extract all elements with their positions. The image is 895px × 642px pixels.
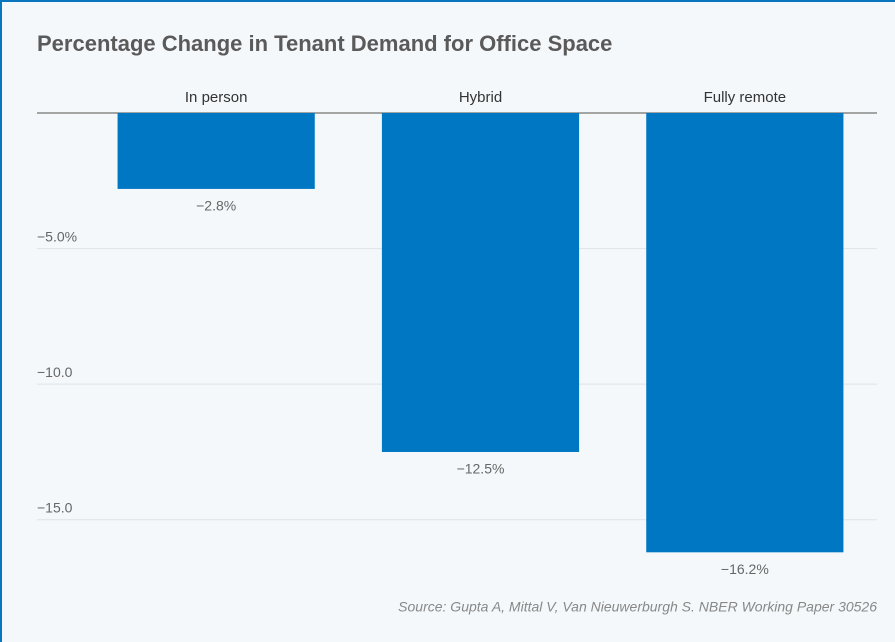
chart-title: Percentage Change in Tenant Demand for O…	[37, 31, 612, 56]
x-tick-label: Hybrid	[459, 89, 502, 106]
y-tick-label: −15.0	[37, 499, 73, 515]
bar	[381, 113, 580, 452]
x-tick-label: In person	[185, 89, 248, 106]
source-note: Source: Gupta A, Mittal V, Van Nieuwerbu…	[398, 599, 877, 615]
data-label: −16.2%	[721, 561, 769, 577]
bar	[646, 113, 844, 553]
data-label: −2.8%	[196, 198, 236, 214]
y-tick-label: −5.0%	[37, 228, 77, 244]
data-label: −12.5%	[457, 461, 505, 477]
bar	[117, 113, 315, 189]
x-tick-label: Fully remote	[704, 89, 787, 106]
y-tick-label: −10.0	[37, 364, 73, 380]
